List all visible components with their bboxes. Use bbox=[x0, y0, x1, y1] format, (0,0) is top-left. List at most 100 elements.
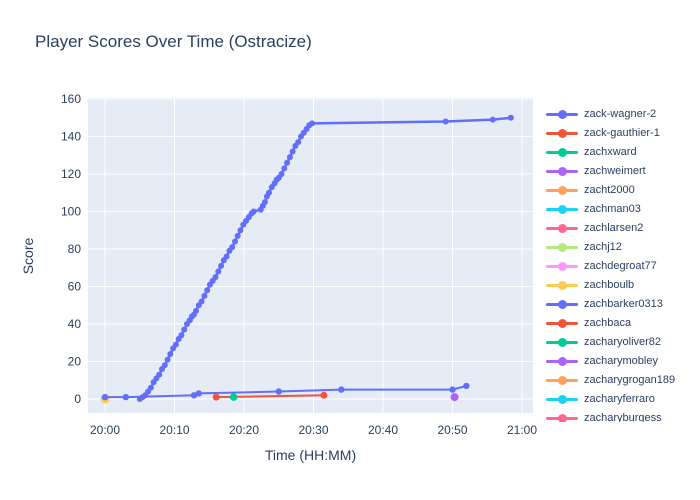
series-marker bbox=[178, 332, 185, 339]
legend-line-marker-icon bbox=[546, 278, 578, 292]
legend-item-zack-wagner-2[interactable]: zack-wagner-2 bbox=[546, 104, 698, 123]
legend-item-zacharyoliver82[interactable]: zacharyoliver82 bbox=[546, 332, 698, 351]
series-marker bbox=[181, 326, 188, 333]
series-marker bbox=[122, 393, 129, 401]
series-marker bbox=[229, 244, 236, 251]
y-tick-label: 100 bbox=[61, 205, 81, 219]
legend-line-marker-icon bbox=[546, 392, 578, 406]
series-marker bbox=[281, 165, 288, 172]
series-marker bbox=[289, 148, 296, 155]
series-marker bbox=[229, 393, 238, 401]
series-marker bbox=[278, 171, 285, 177]
chart-title: Player Scores Over Time (Ostracize) bbox=[35, 32, 312, 51]
legend-label: zachbarker0313 bbox=[584, 297, 663, 310]
legend-line-marker-icon bbox=[546, 126, 578, 140]
legend-line-marker-icon bbox=[546, 240, 578, 254]
y-tick-label: 0 bbox=[74, 392, 81, 406]
legend-line-marker-icon bbox=[546, 354, 578, 368]
legend-label: zachdegroat77 bbox=[584, 259, 657, 272]
series-marker bbox=[266, 189, 272, 196]
legend-line-marker-icon bbox=[546, 183, 578, 197]
legend-label: zacharyferraro bbox=[584, 392, 655, 405]
series-marker bbox=[449, 386, 456, 393]
series-marker bbox=[237, 227, 244, 234]
series-marker bbox=[295, 139, 302, 146]
legend-label: zack-wagner-2 bbox=[584, 107, 657, 120]
series-marker bbox=[234, 232, 241, 239]
legend-line-marker-icon bbox=[546, 145, 578, 159]
legend-line-marker-icon bbox=[546, 107, 578, 121]
legend-item-zachboulb[interactable]: zachboulb bbox=[546, 275, 698, 294]
y-tick-label: 60 bbox=[68, 280, 82, 294]
x-tick-label: 20:20 bbox=[229, 423, 259, 437]
legend-label: zacharymobley bbox=[584, 354, 658, 367]
series-marker bbox=[172, 341, 179, 348]
series-zacharyoliver82 bbox=[229, 393, 238, 401]
series-marker bbox=[201, 292, 208, 299]
legend-label: zachj12 bbox=[584, 240, 622, 253]
series-marker bbox=[338, 386, 345, 393]
legend-item-zachbarker0313[interactable]: zachbarker0313 bbox=[546, 294, 698, 313]
series-marker bbox=[286, 154, 293, 161]
series-marker bbox=[101, 393, 109, 401]
legend-item-zacharyburgess[interactable]: zacharyburgess bbox=[546, 408, 698, 422]
legend-line-marker-icon bbox=[546, 335, 578, 349]
series-marker bbox=[218, 262, 225, 269]
legend-label: zachweimert bbox=[584, 164, 646, 177]
series-marker bbox=[309, 120, 316, 127]
legend-line-marker-icon bbox=[546, 316, 578, 330]
series-marker bbox=[261, 199, 268, 206]
legend-item-zacht2000[interactable]: zacht2000 bbox=[546, 180, 698, 199]
legend-item-zachweimert[interactable]: zachweimert bbox=[546, 161, 698, 180]
legend-label: zacht2000 bbox=[584, 183, 635, 196]
y-tick-label: 120 bbox=[61, 167, 81, 181]
legend-line-marker-icon bbox=[546, 259, 578, 273]
series-marker bbox=[156, 371, 163, 378]
x-tick-label: 20:10 bbox=[159, 423, 189, 437]
legend-item-zachbaca[interactable]: zachbaca bbox=[546, 313, 698, 332]
y-tick-label: 80 bbox=[68, 242, 82, 256]
legend-line-marker-icon bbox=[546, 373, 578, 387]
series-marker bbox=[204, 287, 211, 294]
legend-line-marker-icon bbox=[546, 411, 578, 422]
series-marker bbox=[489, 116, 496, 123]
legend-line-marker-icon bbox=[546, 297, 578, 311]
series-zack-wagner-2 bbox=[136, 114, 514, 402]
series-marker bbox=[223, 253, 230, 260]
x-tick-label: 21:00 bbox=[507, 423, 537, 437]
legend-item-zachman03[interactable]: zachman03 bbox=[546, 199, 698, 218]
legend-item-zachxward[interactable]: zachxward bbox=[546, 142, 698, 161]
legend-item-zachj12[interactable]: zachj12 bbox=[546, 237, 698, 256]
legend-item-zacharymobley[interactable]: zacharymobley bbox=[546, 351, 698, 370]
legend-item-zachlarsen2[interactable]: zachlarsen2 bbox=[546, 218, 698, 237]
y-tick-label: 40 bbox=[68, 317, 82, 331]
legend-item-zachdegroat77[interactable]: zachdegroat77 bbox=[546, 256, 698, 275]
legend-label: zachlarsen2 bbox=[584, 221, 644, 234]
series-marker bbox=[275, 388, 282, 395]
y-tick-label: 160 bbox=[61, 92, 81, 106]
series-marker bbox=[442, 118, 449, 125]
legend-label: zachxward bbox=[584, 145, 637, 158]
series-marker bbox=[164, 356, 171, 363]
series-marker bbox=[167, 351, 174, 357]
legend-item-zack-gauthier-1[interactable]: zack-gauthier-1 bbox=[546, 123, 698, 142]
legend-label: zachman03 bbox=[584, 202, 641, 215]
series-zachbarker0313 bbox=[101, 382, 470, 401]
y-tick-label: 20 bbox=[68, 355, 82, 369]
x-tick-label: 20:30 bbox=[298, 423, 328, 437]
legend-item-zacharygrogan189[interactable]: zacharygrogan189 bbox=[546, 370, 698, 389]
x-tick-label: 20:50 bbox=[437, 423, 467, 437]
series-marker bbox=[320, 391, 328, 399]
series-marker bbox=[195, 390, 202, 397]
series-marker bbox=[198, 298, 205, 305]
series-marker bbox=[190, 392, 198, 399]
series-marker bbox=[507, 114, 514, 121]
series-marker bbox=[147, 384, 154, 391]
x-axis-title: Time (HH:MM) bbox=[264, 447, 357, 463]
series-marker bbox=[161, 362, 168, 369]
legend: zack-wagner-2 zack-gauthier-1 zachxward zac… bbox=[546, 104, 698, 422]
legend-item-zacharyferraro[interactable]: zacharyferraro bbox=[546, 389, 698, 408]
legend-label: zachboulb bbox=[584, 278, 635, 291]
